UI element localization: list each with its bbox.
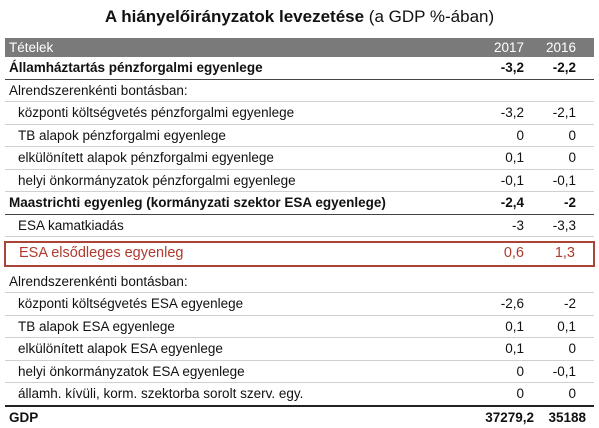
table-row: államh. kívüli, korm. szektorba sorolt s… <box>5 383 594 406</box>
row-value-2016 <box>538 271 594 293</box>
table-row: elkülönített alapok ESA egyenlege 0,1 0 <box>5 338 594 361</box>
row-label: helyi önkormányzatok ESA egyenlege <box>5 360 474 383</box>
table-row: TB alapok ESA egyenlege 0,1 0,1 <box>5 315 594 338</box>
row-label: TB alapok ESA egyenlege <box>5 315 474 338</box>
row-value-2016: -0,1 <box>538 360 594 383</box>
row-value-2016: -2 <box>538 192 594 215</box>
table-row: Államháztartás pénzforgalmi egyenlege -3… <box>5 57 594 79</box>
row-value-2017: 0,1 <box>474 315 538 338</box>
row-value-2017: 0,1 <box>474 338 538 361</box>
highlighted-row: ESA elsődleges egyenleg 0,6 1,3 <box>5 242 594 266</box>
table-header-row: Tételek 2017 2016 <box>5 38 594 57</box>
row-label: Államháztartás pénzforgalmi egyenlege <box>5 57 474 79</box>
row-label: GDP <box>5 406 474 428</box>
table-row: elkülönített alapok pénzforgalmi egyenle… <box>5 147 594 170</box>
row-value-2016: 1,3 <box>538 242 594 266</box>
title-main: A hiányelőirányzatok levezetése <box>105 7 364 26</box>
row-label: központi költségvetés pénzforgalmi egyen… <box>5 102 474 125</box>
row-label: elkülönített alapok ESA egyenlege <box>5 338 474 361</box>
row-value-2017: -0,1 <box>474 169 538 192</box>
page-title: A hiányelőirányzatok levezetése (a GDP %… <box>0 6 599 28</box>
row-value-2016: 0,1 <box>538 315 594 338</box>
title-unit: (a GDP %-ában) <box>364 7 494 26</box>
table-row: Maastrichti egyenleg (kormányzati szekto… <box>5 192 594 215</box>
row-value-2016: 35188 <box>538 406 594 428</box>
row-value-2017: -3,2 <box>474 57 538 79</box>
table-row: Alrendszerenkénti bontásban: <box>5 79 594 102</box>
row-value-2017: -3,2 <box>474 102 538 125</box>
row-value-2017: -3 <box>474 214 538 237</box>
header-year-2016: 2016 <box>538 38 594 57</box>
row-label: Alrendszerenkénti bontásban: <box>5 79 474 102</box>
row-label: Maastrichti egyenleg (kormányzati szekto… <box>5 192 474 215</box>
row-value-2017 <box>474 79 538 102</box>
row-label: TB alapok pénzforgalmi egyenlege <box>5 124 474 147</box>
row-value-2017: -2,6 <box>474 293 538 316</box>
row-value-2017: 37279,2 <box>474 406 538 428</box>
header-items: Tételek <box>5 38 474 57</box>
row-value-2017: 0 <box>474 383 538 406</box>
row-value-2016: -0,1 <box>538 169 594 192</box>
row-value-2016: -2,2 <box>538 57 594 79</box>
table-row: központi költségvetés pénzforgalmi egyen… <box>5 102 594 125</box>
table-row: Alrendszerenkénti bontásban: <box>5 271 594 293</box>
row-value-2016 <box>538 79 594 102</box>
row-label: elkülönített alapok pénzforgalmi egyenle… <box>5 147 474 170</box>
row-label: központi költségvetés ESA egyenlege <box>5 293 474 316</box>
row-value-2016: 0 <box>538 338 594 361</box>
row-value-2017: 0,6 <box>474 242 538 266</box>
row-value-2017: 0 <box>474 360 538 383</box>
table-row: helyi önkormányzatok pénzforgalmi egyenl… <box>5 169 594 192</box>
row-value-2016: -3,3 <box>538 214 594 237</box>
row-value-2017: 0,1 <box>474 147 538 170</box>
gdp-row: GDP 37279,2 35188 <box>5 406 594 428</box>
row-value-2017 <box>474 271 538 293</box>
table-row: helyi önkormányzatok ESA egyenlege 0 -0,… <box>5 360 594 383</box>
row-value-2017: -2,4 <box>474 192 538 215</box>
row-value-2016: 0 <box>538 383 594 406</box>
row-label: államh. kívüli, korm. szektorba sorolt s… <box>5 383 474 406</box>
deficit-table: Tételek 2017 2016 Államháztartás pénzfor… <box>4 38 595 428</box>
row-value-2016: -2 <box>538 293 594 316</box>
table-row: ESA kamatkiadás -3 -3,3 <box>5 214 594 237</box>
row-value-2017: 0 <box>474 124 538 147</box>
table-row: TB alapok pénzforgalmi egyenlege 0 0 <box>5 124 594 147</box>
row-value-2016: 0 <box>538 124 594 147</box>
row-label: Alrendszerenkénti bontásban: <box>5 271 474 293</box>
row-label: helyi önkormányzatok pénzforgalmi egyenl… <box>5 169 474 192</box>
row-label: ESA elsődleges egyenleg <box>5 242 474 266</box>
row-value-2016: -2,1 <box>538 102 594 125</box>
table-row: központi költségvetés ESA egyenlege -2,6… <box>5 293 594 316</box>
row-label: ESA kamatkiadás <box>5 214 474 237</box>
row-value-2016: 0 <box>538 147 594 170</box>
header-year-2017: 2017 <box>474 38 538 57</box>
